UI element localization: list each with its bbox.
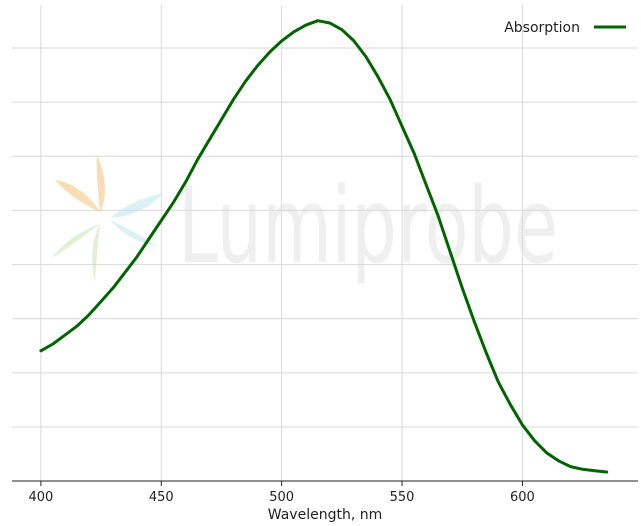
watermark-petal-orange	[96, 155, 106, 212]
x-tick-label: 550	[390, 490, 415, 505]
watermark-petal-blue	[110, 194, 162, 218]
watermark-logo: Lumiprobe	[52, 155, 558, 287]
watermark-petal-green-2	[52, 224, 100, 258]
legend-entry-absorption: Absorption	[504, 20, 580, 36]
grid-lines	[12, 5, 638, 481]
watermark-petal-orange-2	[55, 180, 100, 212]
watermark-text: Lumiprobe	[178, 165, 558, 287]
x-ticks: 400 450 500 550 600	[28, 481, 535, 505]
watermark-petal-green	[92, 224, 100, 282]
x-tick-label: 500	[269, 490, 294, 505]
x-axis-label: Wavelength, nm	[268, 507, 382, 523]
legend: Absorption	[504, 20, 626, 36]
x-tick-label: 600	[510, 490, 535, 505]
series-line-absorption	[39, 19, 609, 474]
watermark-petal-blue-2	[110, 220, 158, 246]
x-tick-label: 400	[28, 490, 53, 505]
x-tick-label: 450	[149, 490, 174, 505]
